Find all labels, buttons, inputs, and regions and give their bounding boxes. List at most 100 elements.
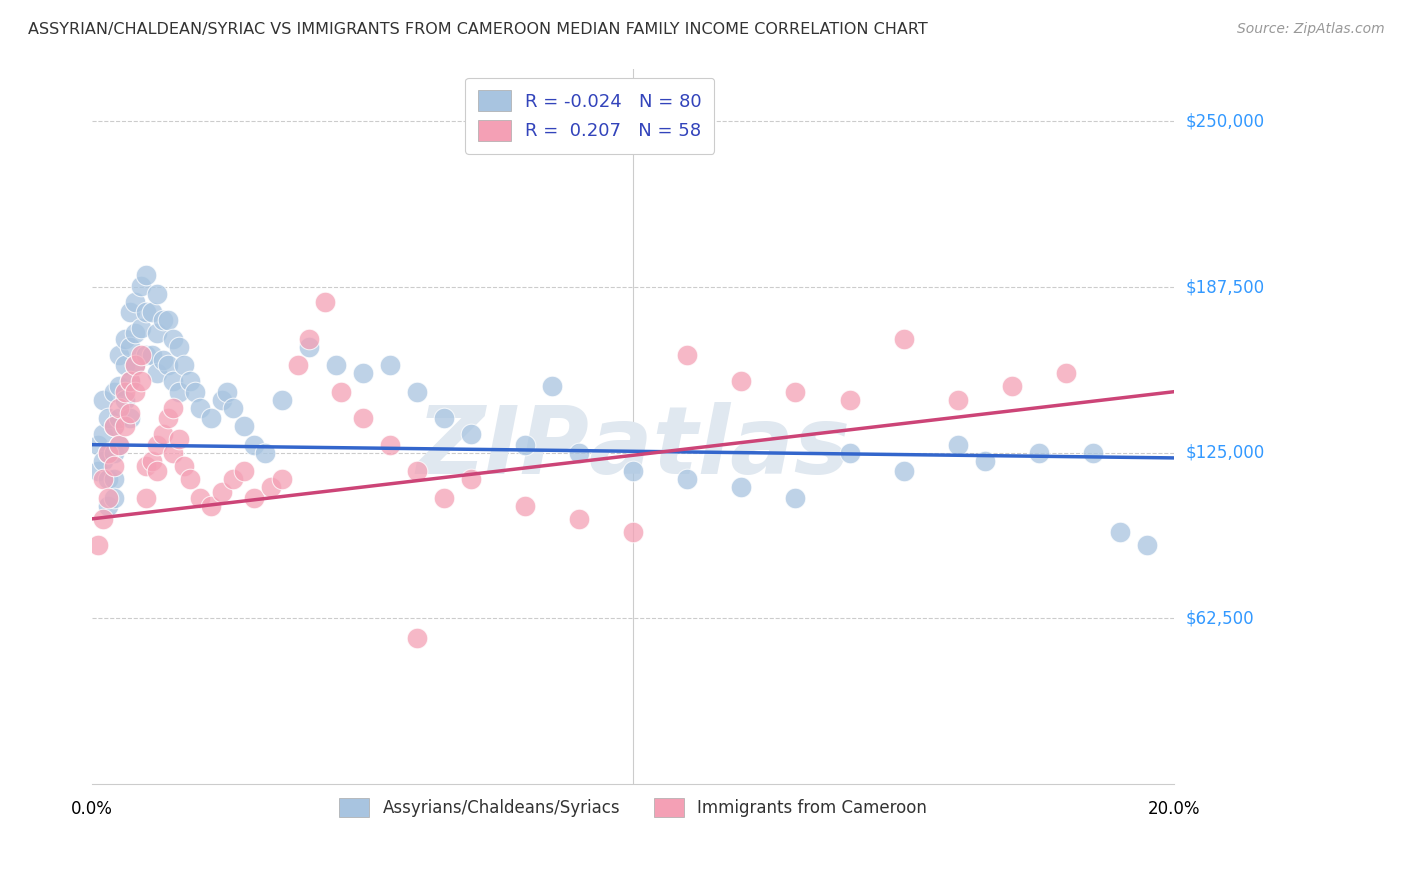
Point [91, 512, 114, 526]
Point [91, 472, 114, 486]
Point [108, 438, 131, 452]
Point [141, 348, 163, 362]
Text: $125,000: $125,000 [1185, 443, 1264, 462]
Point [568, 512, 591, 526]
Point [129, 348, 152, 362]
Point [541, 379, 564, 393]
Point [114, 332, 136, 346]
Point [211, 392, 233, 407]
Point [103, 491, 125, 505]
Point [184, 384, 207, 399]
Point [129, 278, 152, 293]
Point [200, 411, 222, 425]
Point [103, 384, 125, 399]
Point [1028, 445, 1050, 459]
Point [86, 438, 108, 452]
Point [513, 438, 536, 452]
Point [103, 458, 125, 473]
Point [568, 445, 591, 459]
Point [167, 384, 190, 399]
Point [211, 485, 233, 500]
Point [91, 453, 114, 467]
Point [108, 379, 131, 393]
Point [103, 419, 125, 434]
Point [1136, 538, 1159, 552]
Point [86, 538, 108, 552]
Point [243, 491, 266, 505]
Point [146, 366, 169, 380]
Point [118, 374, 141, 388]
Point [146, 286, 169, 301]
Point [124, 384, 146, 399]
Point [162, 445, 184, 459]
Point [378, 438, 401, 452]
Point [1081, 445, 1104, 459]
Text: $250,000: $250,000 [1185, 112, 1264, 130]
Point [135, 458, 157, 473]
Point [108, 401, 131, 415]
Point [97, 491, 120, 505]
Text: ASSYRIAN/CHALDEAN/SYRIAC VS IMMIGRANTS FROM CAMEROON MEDIAN FAMILY INCOME CORREL: ASSYRIAN/CHALDEAN/SYRIAC VS IMMIGRANTS F… [28, 22, 928, 37]
Point [1054, 366, 1077, 380]
Point [405, 464, 427, 478]
Point [621, 525, 644, 540]
Point [785, 384, 807, 399]
Point [146, 326, 169, 341]
Point [146, 438, 169, 452]
Point [179, 374, 201, 388]
Point [118, 374, 141, 388]
Point [124, 326, 146, 341]
Point [141, 453, 163, 467]
Text: Source: ZipAtlas.com: Source: ZipAtlas.com [1237, 22, 1385, 37]
Point [785, 491, 807, 505]
Point [114, 384, 136, 399]
Point [405, 631, 427, 645]
Point [97, 411, 120, 425]
Point [297, 340, 319, 354]
Point [152, 352, 174, 367]
Point [108, 411, 131, 425]
Point [103, 445, 125, 459]
Point [270, 392, 292, 407]
Point [297, 332, 319, 346]
Point [97, 445, 120, 459]
Point [97, 445, 120, 459]
Point [173, 358, 195, 372]
Text: $62,500: $62,500 [1185, 609, 1254, 627]
Point [103, 472, 125, 486]
Point [114, 358, 136, 372]
Point [162, 332, 184, 346]
Point [676, 348, 699, 362]
Legend: Assyrians/Chaldeans/Syriacs, Immigrants from Cameroon: Assyrians/Chaldeans/Syriacs, Immigrants … [330, 789, 935, 825]
Point [152, 427, 174, 442]
Point [200, 499, 222, 513]
Point [325, 358, 347, 372]
Point [352, 411, 374, 425]
Point [156, 411, 179, 425]
Point [129, 321, 152, 335]
Point [103, 419, 125, 434]
Point [1001, 379, 1024, 393]
Point [156, 313, 179, 327]
Point [108, 438, 131, 452]
Point [91, 392, 114, 407]
Point [378, 358, 401, 372]
Point [135, 305, 157, 319]
Point [314, 294, 336, 309]
Point [217, 384, 239, 399]
Point [260, 480, 283, 494]
Point [124, 294, 146, 309]
Point [108, 348, 131, 362]
Point [254, 445, 277, 459]
Point [222, 401, 245, 415]
Point [179, 472, 201, 486]
Point [243, 438, 266, 452]
Point [129, 374, 152, 388]
Point [460, 427, 482, 442]
Point [162, 401, 184, 415]
Point [97, 472, 120, 486]
Point [114, 392, 136, 407]
Point [460, 472, 482, 486]
Point [513, 499, 536, 513]
Point [730, 374, 752, 388]
